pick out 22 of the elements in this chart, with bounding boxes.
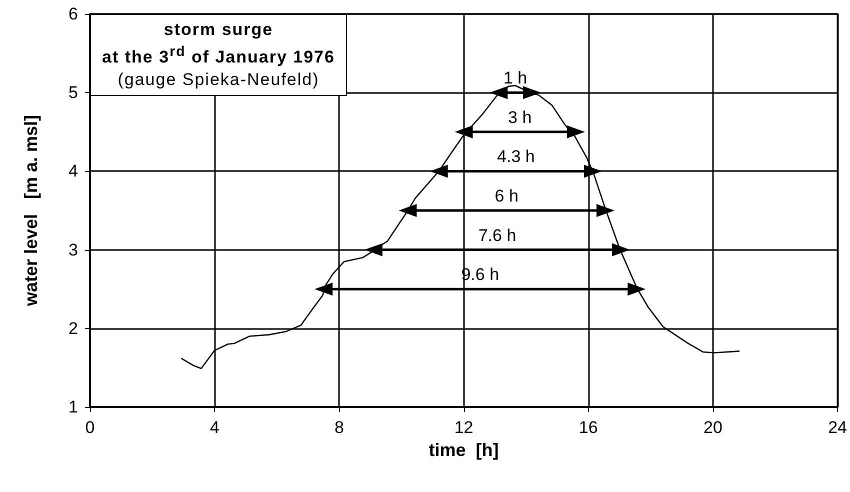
y-tick-label: 4 <box>68 162 78 181</box>
y-axis-title: water level [m a. msl] <box>21 114 41 308</box>
series-label: 3 h <box>508 108 532 127</box>
x-tick-label: 16 <box>578 418 598 437</box>
y-tick-label: 6 <box>68 4 78 24</box>
text: storm surge at the 3$^{rd}$ of January 1976 <box>101 19 336 69</box>
x-tick-label: 24 <box>828 418 848 437</box>
series-label: 6 h <box>494 186 518 206</box>
series-label: 1 h <box>504 68 528 88</box>
text: (gauge Spieka-Neufeld) <box>116 68 320 91</box>
y-tick-label: 5 <box>68 83 78 102</box>
series-label: 4.3 h <box>497 147 535 166</box>
x-tick-label: 8 <box>334 418 344 437</box>
x-tick-label: 12 <box>454 418 474 437</box>
x-tick-label: 4 <box>210 418 220 437</box>
x-tick-label: 0 <box>85 418 95 437</box>
y-tick-label: 2 <box>68 318 78 338</box>
y-tick-label: 3 <box>68 240 78 260</box>
x-axis-title: time [h] <box>428 440 499 460</box>
y-tick-label: 1 <box>68 398 78 416</box>
series-label: 7.6 h <box>478 226 516 245</box>
x-tick-label: 20 <box>703 418 722 437</box>
